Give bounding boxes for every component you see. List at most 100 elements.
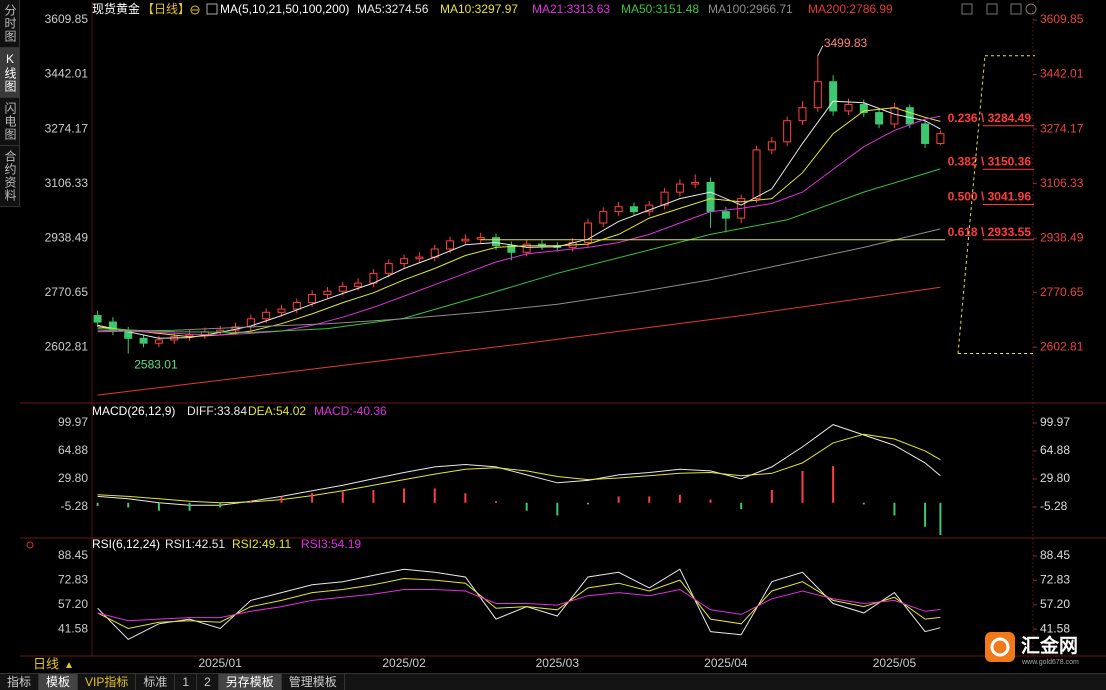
legend-entry: MA10:3297.97 [440,2,518,16]
y-tick-label: 3274.17 [1040,121,1084,135]
high-label: 3499.83 [824,36,868,50]
y-tick-label: 41.58 [58,621,88,635]
y-tick-label: 3274.17 [45,121,89,135]
indicator-line [97,588,941,622]
toolbar-button[interactable]: 另存模板 [218,674,282,690]
candle-body [400,258,409,265]
sidebar: 分时图 K线图 闪电图 合约资料 [0,0,20,207]
y-tick-label: -5.28 [1040,499,1068,513]
candle-body [675,183,684,193]
candle-body [691,181,700,185]
y-tick-label: 2770.65 [45,285,89,299]
toolbar-button[interactable]: 2 [197,674,219,690]
y-tick-label: 2602.81 [1040,339,1084,353]
background [0,0,1106,673]
toolbar-button[interactable]: 1 [175,674,198,690]
legend-entry: MACD:-40.36 [314,404,387,418]
y-tick-label: 2938.49 [45,230,89,244]
candle-body [921,123,930,144]
y-tick-label: 72.83 [58,573,88,587]
period-label[interactable]: 日线 [33,656,59,671]
candle-body [706,181,715,213]
logo-url: www.gold678.com [1021,659,1079,666]
candle-body [721,211,730,219]
y-tick-label: 64.88 [58,443,88,457]
fib-label: 0.382 \ 3150.36 [948,154,1032,168]
window-icon[interactable] [986,3,998,15]
candle-body [629,206,638,213]
candle-body [292,302,301,310]
sidebar-tab[interactable]: K线图 [0,48,19,98]
y-tick-label: 29.80 [1040,471,1070,485]
candle-body [859,103,868,114]
candle-body [139,337,148,344]
candle-body [354,282,363,287]
window-icon[interactable] [961,3,973,15]
candle-body [507,245,516,253]
panel-title: RSI(6,12,24) [92,537,160,551]
toolbar-button[interactable]: 标准 [136,674,176,690]
y-tick-label: 99.97 [1040,415,1070,429]
y-tick-label: 88.45 [1040,548,1070,562]
indicator-line [97,115,941,336]
candle-body [446,240,455,250]
candle-body [415,256,424,260]
legend-entry: MA50:3151.48 [621,2,699,16]
y-tick-label: 99.97 [58,415,88,429]
candle-body [844,103,853,112]
sidebar-tab[interactable]: 闪电图 [0,98,19,146]
y-tick-label: 2938.49 [1040,230,1084,244]
legend-entry: MA100:2966.71 [708,2,793,16]
y-tick-label: 72.83 [1040,573,1070,587]
panel-period: 【日线】 [142,2,190,16]
y-tick-label: 29.80 [58,471,88,485]
window-icon[interactable] [1010,3,1022,15]
x-tick-label: 2025/04 [704,656,748,670]
candle-body [767,141,776,151]
legend-entry: DIFF:33.84 [187,404,247,418]
indicator-line [97,228,941,333]
candle-body [492,237,501,247]
candle-body [384,263,393,274]
y-tick-label: 3106.33 [1040,176,1084,190]
candle-body [262,311,271,320]
legend-entry: MA5:3274.56 [357,2,429,16]
period-arrow[interactable] [66,662,72,668]
y-tick-label: 57.20 [58,597,88,611]
indicator-line [97,168,941,333]
candle-body [338,285,347,292]
low-label: 2583.01 [134,358,178,372]
panel-icon [26,541,34,549]
toolbar-button[interactable]: 管理模板 [282,674,345,690]
toolbar-button[interactable]: 模板 [39,674,79,690]
candle-body [783,120,792,143]
sidebar-tab[interactable]: 合约资料 [0,146,19,207]
logo-icon [990,637,1010,657]
legend-entry: RSI3:54.19 [301,537,361,551]
x-tick-label: 2025/02 [382,656,426,670]
legend-entry: RSI2:49.11 [232,537,291,551]
candle-body [583,222,592,243]
y-tick-label: 3442.01 [1040,67,1084,81]
toolbar-button[interactable]: 指标 [0,674,40,690]
candle-body [476,237,485,240]
indicator-line [97,100,941,339]
y-tick-label: 2602.81 [45,339,89,353]
x-tick-label: 2025/05 [873,656,917,670]
sidebar-tab[interactable]: 分时图 [0,0,19,48]
toggle-icon[interactable] [190,5,200,15]
toolbar-button[interactable]: VIP指标 [78,674,137,690]
y-tick-label: 2770.65 [1040,285,1084,299]
settings-icon[interactable] [206,3,218,15]
indicator-line [97,433,941,504]
y-tick-label: -5.28 [61,499,89,513]
candle-body [752,149,761,200]
candle-body [875,112,884,125]
candle-body [308,293,317,304]
window-icon[interactable] [1025,3,1037,15]
candle-body [798,107,807,122]
candle-body [829,81,838,112]
candle-body [660,191,669,206]
y-tick-label: 3609.85 [1040,12,1084,26]
